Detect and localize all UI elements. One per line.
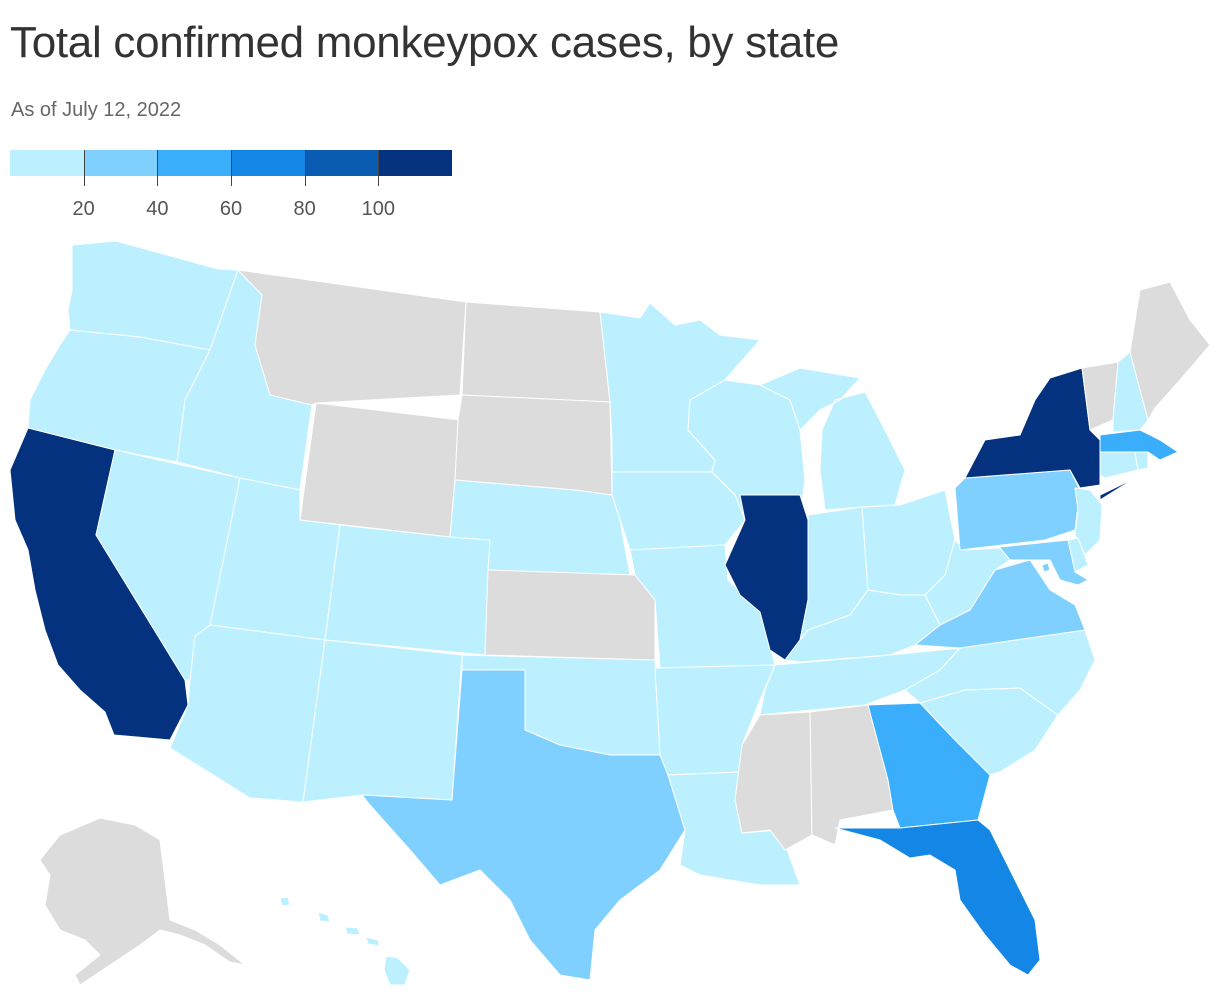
state-new-mexico[interactable] [302,639,463,803]
state-dc[interactable] [1041,562,1051,573]
legend-swatch [157,150,231,176]
color-legend: 20 40 60 80 100 [10,150,452,220]
state-pennsylvania[interactable] [954,469,1081,551]
state-new-jersey[interactable] [1074,487,1103,556]
state-florida[interactable] [834,819,1041,976]
legend-swatch [230,150,305,176]
state-maine[interactable] [1129,281,1211,421]
state-montana[interactable] [237,269,467,406]
legend-tick [157,150,159,186]
legend-tick [378,150,380,186]
legend-tick-label: 60 [219,198,243,220]
legend-color-bar [10,150,452,176]
state-north-dakota[interactable] [461,301,611,403]
chart-subtitle: As of July 12, 2022 [11,99,182,121]
us-choropleth-map [9,240,1211,986]
state-maryland[interactable] [989,539,1089,586]
legend-swatch [378,150,452,176]
legend-swatch [10,150,84,176]
legend-tick-label: 100 [361,198,396,220]
state-texas[interactable] [361,669,686,981]
state-wyoming[interactable] [299,402,461,538]
state-kansas[interactable] [484,569,656,661]
state-illinois[interactable] [724,494,809,661]
legend-tick [231,150,232,186]
legend-tick [304,150,306,186]
state-connecticut[interactable] [1099,451,1139,479]
state-oregon[interactable] [27,329,211,463]
state-north-carolina[interactable] [904,629,1096,716]
legend-tick [83,150,85,186]
state-rhode-island[interactable] [1134,451,1149,471]
legend-tick-label: 40 [146,198,169,220]
state-colorado[interactable] [324,524,491,656]
state-alaska[interactable] [39,817,246,986]
state-arizona[interactable] [169,624,326,803]
state-michigan[interactable] [759,367,906,511]
legend-tick-label: 80 [293,198,316,220]
legend-swatch [83,150,158,176]
legend-tick-label: 20 [72,198,95,220]
legend-swatch [304,150,379,176]
state-south-dakota[interactable] [454,394,613,496]
chart-title: Total confirmed monkeypox cases, by stat… [10,18,839,67]
state-hawaii[interactable] [279,896,411,986]
